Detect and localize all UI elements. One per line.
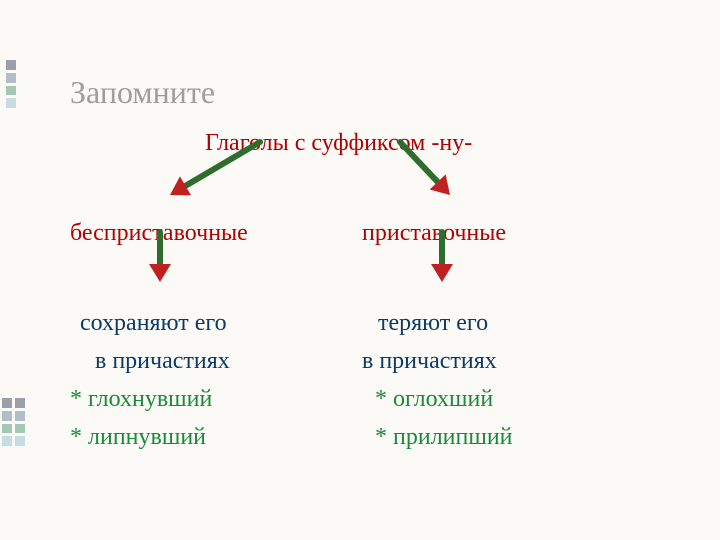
right-label: приставочные <box>362 220 506 247</box>
right-ex1: * оглохший <box>375 386 493 413</box>
slide: Запомните Глаголы с суффиксом -ну- беспр… <box>0 0 720 540</box>
decor-marker-seg <box>15 411 25 421</box>
decor-marker-seg <box>6 86 16 96</box>
decor-marker <box>6 60 16 108</box>
decor-marker-seg <box>2 436 12 446</box>
slide-title: Запомните <box>70 74 215 111</box>
arrow-head-icon <box>430 174 450 195</box>
decor-marker-seg <box>6 60 16 70</box>
decor-marker-seg <box>6 73 16 83</box>
right-ex2: * прилипший <box>375 424 513 451</box>
decor-marker-seg <box>6 98 16 108</box>
arrow-head-icon <box>170 176 191 195</box>
decor-marker-seg <box>2 411 12 421</box>
decor-marker-seg <box>15 398 25 408</box>
decor-marker <box>2 398 12 446</box>
left-sub2: в причастиях <box>95 348 230 375</box>
decor-marker-seg <box>2 424 12 434</box>
left-label: бесприставочные <box>70 220 248 247</box>
arrow-head-icon <box>431 264 453 282</box>
decor-marker-seg <box>15 424 25 434</box>
heading: Глаголы с суффиксом -ну- <box>205 130 472 157</box>
left-ex1: * глохнувший <box>70 386 212 413</box>
right-sub1: теряют его <box>378 310 488 337</box>
arrow-head-icon <box>149 264 171 282</box>
left-sub1: сохраняют его <box>80 310 227 337</box>
right-sub2: в причастиях <box>362 348 497 375</box>
decor-marker-seg <box>2 398 12 408</box>
decor-marker <box>15 398 25 446</box>
decor-marker-seg <box>15 436 25 446</box>
left-ex2: * липнувший <box>70 424 206 451</box>
